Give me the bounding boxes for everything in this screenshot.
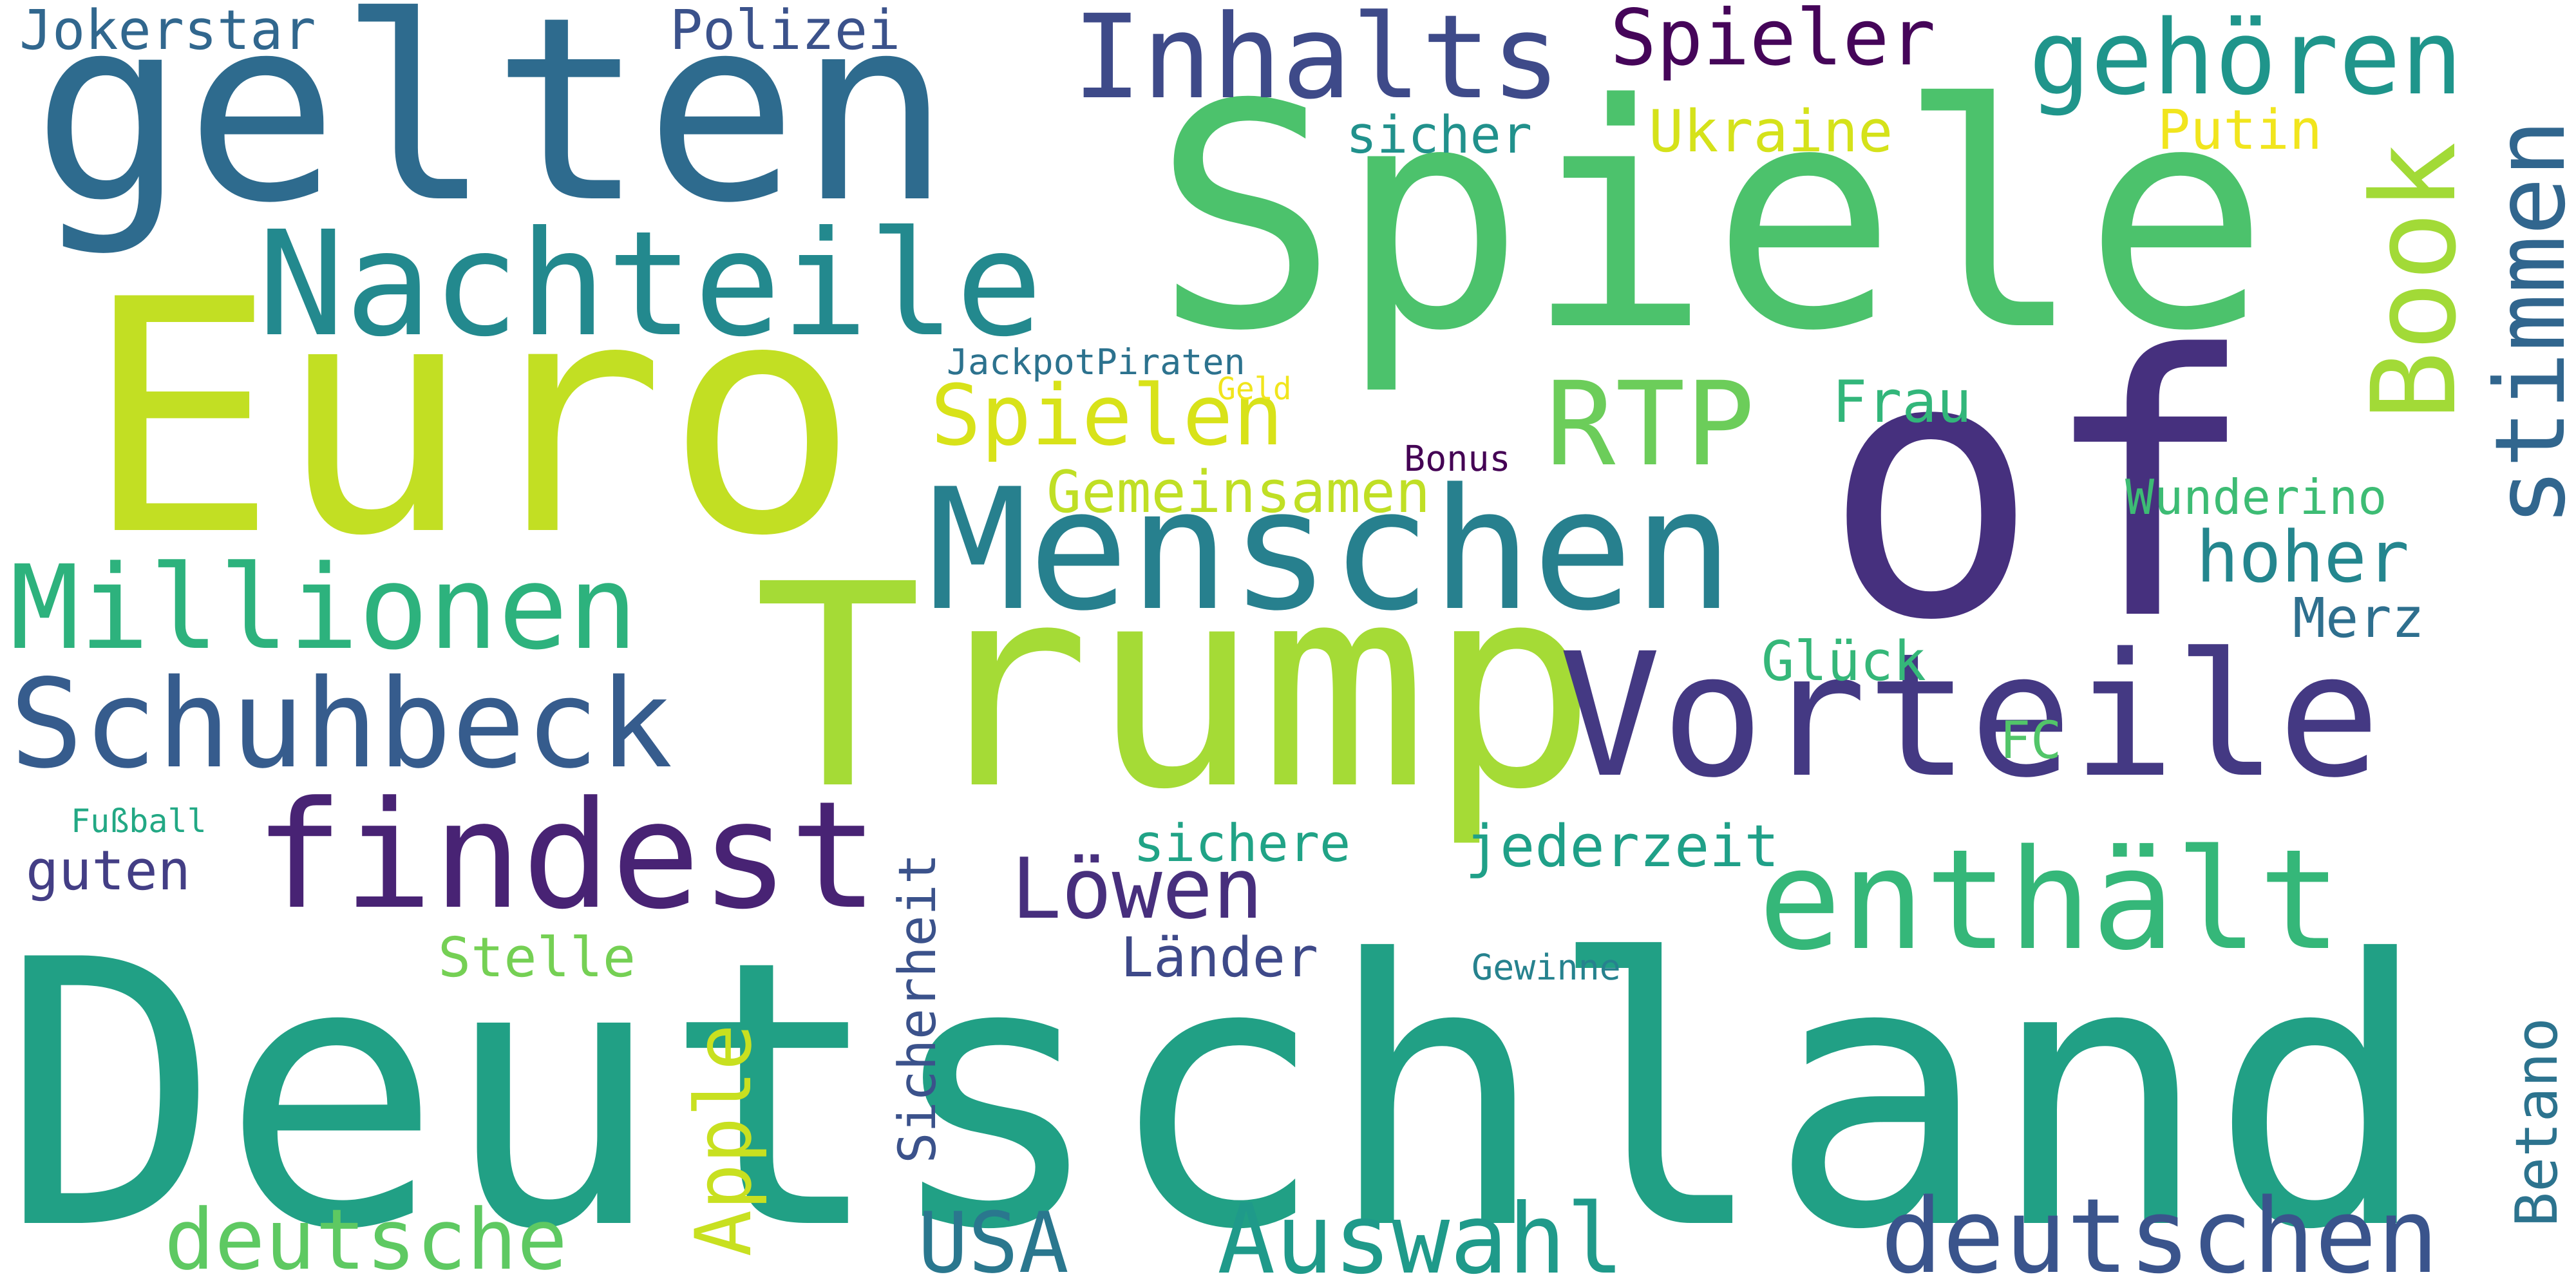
word-sicherheit: Sicherheit [887, 853, 947, 1164]
word-hoher: hoher [2196, 516, 2410, 598]
word-spiele: Spiele [1153, 39, 2269, 399]
word-wunderino: Wunderino [2125, 469, 2387, 526]
word-stimmen: stimmen [2475, 119, 2576, 527]
word-merz: Merz [2293, 587, 2425, 650]
word-jokerstar: Jokerstar [19, 0, 316, 62]
word-vorteile: Vorteile [1558, 617, 2381, 815]
word-stelle: Stelle [438, 926, 636, 990]
word-ukraine: Ukraine [1649, 98, 1893, 166]
word-loewen: Löwen [1011, 840, 1264, 938]
word-trump: Trump [753, 524, 1597, 851]
word-findest: findest [254, 770, 879, 942]
word-gelten: gelten [32, 0, 951, 259]
word-rtp: RTP [1546, 357, 1756, 492]
word-gehoren: gehören [2029, 0, 2463, 118]
word-enthalt: enthält [1758, 819, 2342, 981]
word-betano: Betano [2503, 1018, 2571, 1227]
word-laender: Länder [1121, 926, 1319, 990]
word-fussball: Fußball [71, 802, 207, 840]
word-deutschland: Deutschland [0, 883, 2431, 1288]
word-inhalts: Inhalts [1072, 0, 1561, 125]
word-menschen: Menschen [927, 453, 1734, 648]
word-book: Book [2347, 142, 2482, 421]
word-euro: Euro [84, 231, 860, 606]
word-bonus: Bonus [1404, 438, 1511, 479]
word-of: of [1823, 279, 2257, 699]
word-gewinne: Gewinne [1472, 947, 1621, 988]
word-guten: guten [26, 839, 191, 903]
word-usa: USA [918, 1194, 1069, 1288]
word-auswahl: Auswahl [1217, 1184, 1625, 1288]
word-spieler: Spieler [1610, 0, 1936, 83]
word-schuhbeck: Schuhbeck [10, 653, 673, 795]
word-jackpotpiraten: JackpotPiraten [947, 341, 1245, 383]
word-jederzeit: jederzeit [1465, 813, 1779, 880]
word-polizei: Polizei [670, 0, 901, 62]
word-deutsche: deutsche [164, 1191, 568, 1288]
word-gemeinsamen: Gemeinsamen [1046, 459, 1431, 526]
word-deutschen: deutschen [1880, 1176, 2439, 1288]
word-geld: Geld [1217, 371, 1292, 407]
word-frau: Frau [1832, 368, 1972, 436]
word-fc: FC [2000, 710, 2062, 770]
word-apple: Apple [679, 1024, 769, 1257]
word-spielen: Spielen [931, 366, 1283, 464]
word-millionen: Millionen [10, 541, 638, 676]
word-glueck: Glück [1761, 630, 1926, 694]
word-sicher: sicher [1346, 105, 1532, 165]
word-sichere: sichere [1133, 813, 1351, 873]
word-putin: Putin [2157, 99, 2322, 162]
word-nachteile: Nachteile [258, 200, 1043, 369]
